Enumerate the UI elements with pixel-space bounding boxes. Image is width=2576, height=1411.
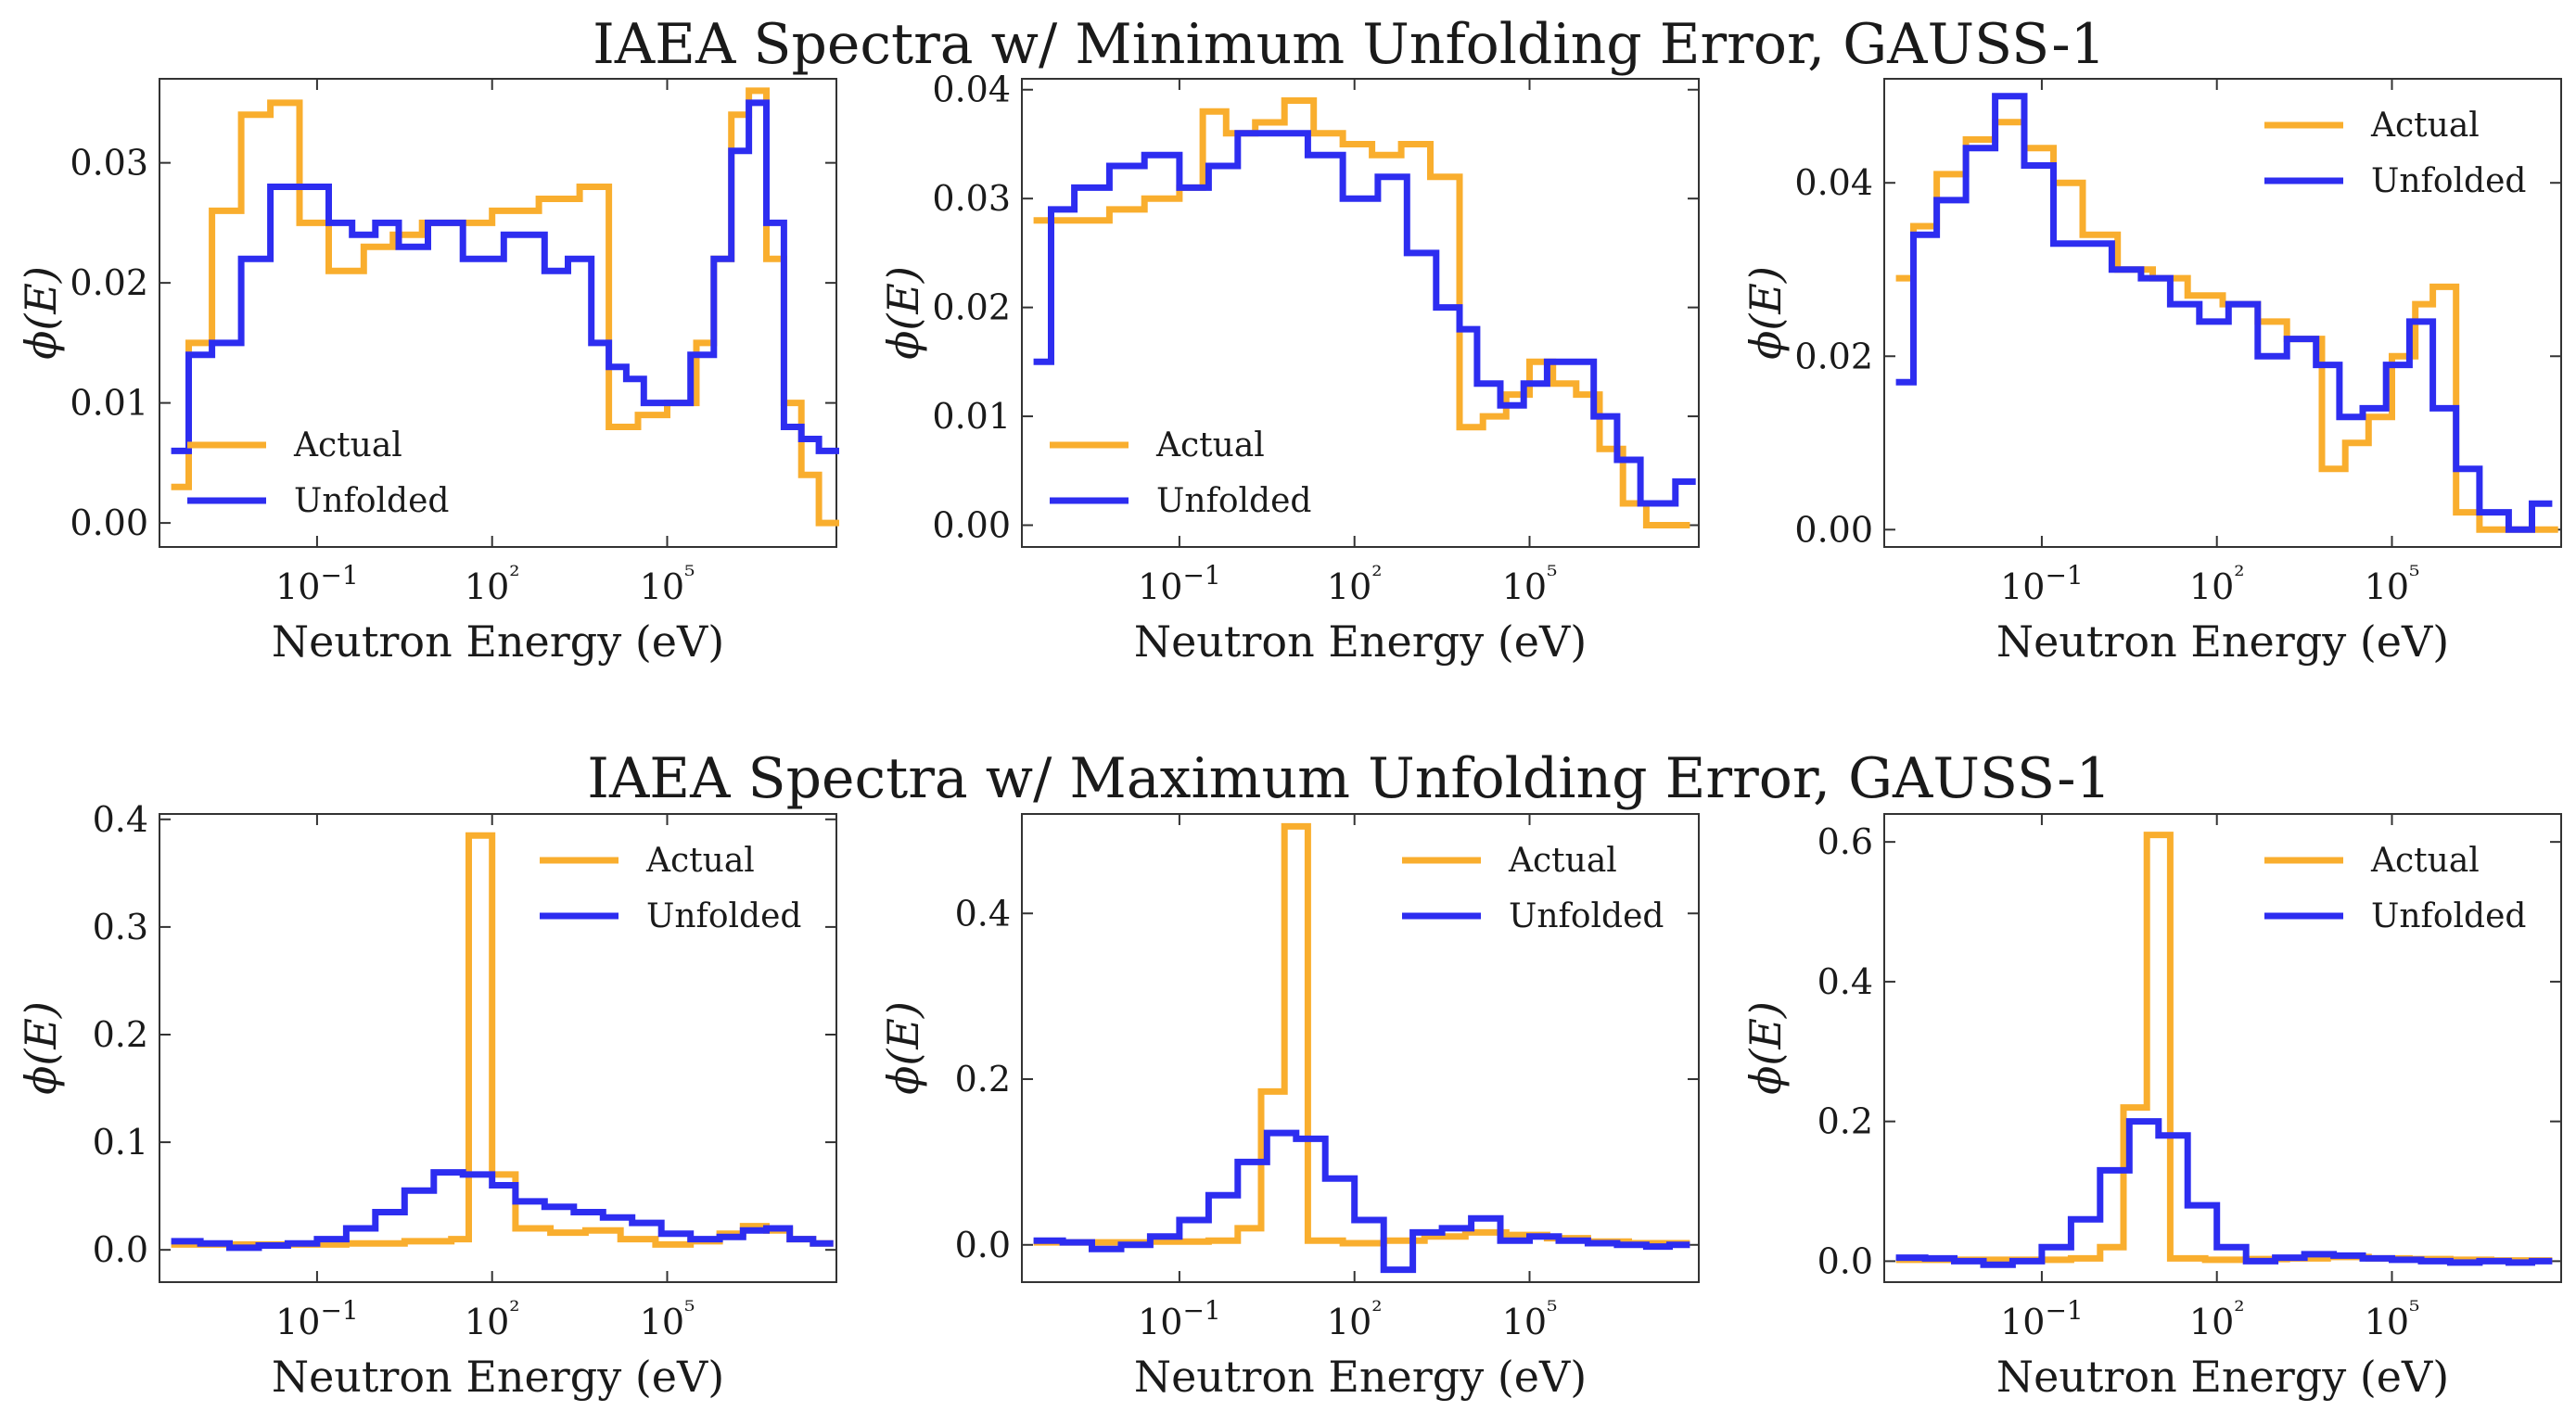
legend-label: Actual [2370,842,2480,880]
chart-panels: 0.00 0.01 0.02 0.03 10−1 10² 10⁵ Neutron Energy… [16,70,2562,1402]
x-tick-label: 10⁵ [1502,560,1558,607]
plot-frame [1883,813,2562,1283]
legend-label: Unfolded [2371,162,2526,200]
y-tick-label: 0.00 [1794,509,1873,550]
y-tick-label: 0.0 [1817,1240,1873,1281]
legend-label: Unfolded [646,897,801,935]
legend-label: Actual [1155,426,1265,464]
series-line-unfolded [1033,130,1696,507]
y-axis-label: ϕ(E) [1741,1001,1791,1095]
y-tick-label: 0.3 [93,907,148,947]
x-tick-label: 10−1 [275,560,359,607]
legend-label: Unfolded [2371,897,2526,935]
y-tick-label: 0.03 [70,143,148,184]
chart-panel-2: 0.00 0.01 0.02 0.03 0.04 10−1 10² 10⁵ Neutron En… [878,70,1700,667]
y-axis-label: ϕ(E) [16,266,66,360]
legend-label: Unfolded [1509,897,1664,935]
series-line-unfolded [171,1169,834,1252]
series-line-actual [1033,822,1690,1247]
x-tick-label: 10−1 [1138,1295,1221,1342]
y-tick-label: 0.00 [70,502,148,543]
x-tick-label: 10² [465,560,520,607]
y-tick-label: 0.0 [93,1229,148,1270]
legend-label: Actual [2370,107,2480,145]
y-tick-label: 0.02 [932,287,1011,328]
y-tick-label: 0.01 [70,383,148,424]
y-tick-label: 0.1 [93,1122,148,1163]
y-tick-label: 0.02 [1794,336,1873,376]
y-axis-label: ϕ(E) [16,1001,66,1095]
plot-frame [159,813,837,1283]
x-tick-label: 10² [2189,560,2245,607]
y-tick-label: 0.03 [932,178,1011,219]
x-tick-label: 10⁵ [1502,1295,1558,1342]
x-tick-label: 10⁵ [640,1295,695,1342]
plot-frame [159,78,837,548]
row-title-max: IAEA Spectra w/ Maximum Unfolding Error,… [587,746,2111,811]
series-line-unfolded [1895,1118,2553,1268]
x-tick-label: 10² [2189,1295,2245,1342]
x-tick-label: 10² [1327,1295,1383,1342]
x-tick-label: 10⁵ [2365,1295,2420,1342]
y-tick-label: 0.04 [1794,162,1873,203]
chart-panel-1: 0.00 0.01 0.02 0.03 10−1 10² 10⁵ Neutron Energy… [16,78,839,667]
x-axis-label: Neutron Energy (eV) [1134,617,1587,667]
y-tick-label: 0.6 [1817,821,1873,862]
series-line-unfolded [1033,1129,1690,1274]
x-axis-label: Neutron Energy (eV) [1134,1352,1587,1402]
y-tick-label: 0.4 [955,893,1011,934]
chart-panel-6: 0.0 0.2 0.4 0.6 10−1 10² 10⁵ Neutron Energy (eV… [1741,813,2562,1402]
chart-panel-4: 0.0 0.1 0.2 0.3 0.4 10−1 10² 10⁵ Neutron Energy … [16,799,837,1402]
plot-frame [1021,78,1700,548]
x-axis-label: Neutron Energy (eV) [272,1352,724,1402]
y-tick-label: 0.2 [955,1059,1011,1100]
y-tick-label: 0.04 [932,70,1011,110]
plot-frame [1021,813,1700,1283]
y-tick-label: 0.02 [70,262,148,303]
y-tick-label: 0.00 [932,505,1011,546]
series-line-unfolded [171,99,839,454]
x-tick-label: 10² [465,1295,520,1342]
legend-label: Actual [293,426,402,464]
x-tick-label: 10−1 [275,1295,359,1342]
chart-panel-5: 0.0 0.2 0.4 10−1 10² 10⁵ Neutron Energy (eV) ϕ(… [878,813,1700,1402]
x-tick-label: 10−1 [1138,560,1221,607]
y-tick-label: 0.2 [1817,1101,1873,1142]
y-tick-label: 0.4 [93,799,148,840]
legend-label: Actual [1508,842,1617,880]
chart-panel-3: 0.00 0.02 0.04 10−1 10² 10⁵ Neutron Energy (eV… [1741,78,2562,667]
legend-label: Unfolded [1156,482,1311,520]
series-line-actual [171,87,839,527]
y-axis-label: ϕ(E) [878,1001,928,1095]
x-tick-label: 10⁵ [640,560,695,607]
legend-label: Unfolded [294,482,449,520]
x-axis-label: Neutron Energy (eV) [1996,617,2449,667]
legend-label: Actual [645,842,755,880]
y-tick-label: 0.4 [1817,961,1873,1002]
x-axis-label: Neutron Energy (eV) [272,617,724,667]
x-tick-label: 10−1 [2000,1295,2084,1342]
series-line-unfolded [1895,93,2553,533]
y-axis-label: ϕ(E) [878,266,928,360]
y-tick-label: 0.01 [932,396,1011,437]
x-axis-label: Neutron Energy (eV) [1996,1352,2449,1402]
y-axis-label: ϕ(E) [1741,266,1791,360]
x-tick-label: 10⁵ [2365,560,2420,607]
row-title-min: IAEA Spectra w/ Minimum Unfolding Error,… [593,12,2106,77]
x-tick-label: 10² [1327,560,1383,607]
y-tick-label: 0.0 [955,1225,1011,1265]
x-tick-label: 10−1 [2000,560,2084,607]
y-tick-label: 0.2 [93,1014,148,1055]
plot-frame [1883,78,2562,548]
